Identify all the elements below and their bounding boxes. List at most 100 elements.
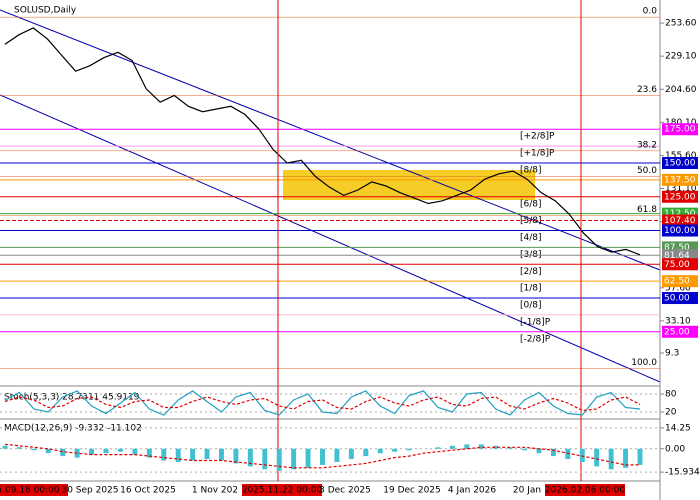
range-box bbox=[283, 170, 535, 200]
level-box-bg bbox=[662, 224, 698, 237]
y-tick-label: 253.60 bbox=[665, 19, 697, 29]
murray-label: [4/8] bbox=[520, 233, 542, 243]
level-box: 107.40 bbox=[662, 214, 698, 227]
murray-label: [1/8] bbox=[520, 284, 542, 294]
level-box: 175.00 bbox=[662, 123, 698, 136]
macd-bar bbox=[377, 448, 383, 454]
level-box: 100.00 bbox=[662, 224, 698, 237]
macd-bar bbox=[16, 447, 22, 449]
x-tick-label: 3 Dec 2025 bbox=[319, 486, 371, 496]
macd-bar bbox=[579, 448, 585, 462]
x-tick-label: 20 Jan bbox=[513, 486, 541, 496]
level-box-bg bbox=[662, 173, 698, 186]
x-tick-label: 4 Jan 2026 bbox=[448, 486, 496, 496]
x-tick-label: 1 Nov 202 bbox=[192, 486, 238, 496]
level-label: 25.00 bbox=[664, 327, 690, 337]
signal-line bbox=[4, 396, 641, 412]
level-label: 137.50 bbox=[664, 175, 696, 185]
level-box-bg bbox=[662, 214, 698, 227]
level-label: 75.00 bbox=[664, 260, 690, 270]
level-label: 50.00 bbox=[664, 294, 690, 304]
macd-bar bbox=[406, 448, 412, 451]
macd-bar bbox=[320, 448, 325, 465]
price-line bbox=[4, 27, 641, 256]
fib-label: 100.0 bbox=[631, 358, 657, 368]
macd-bar bbox=[608, 448, 614, 470]
macd-bar bbox=[175, 448, 181, 462]
fib-label: 61.8 bbox=[637, 205, 657, 215]
fib-label: 0.0 bbox=[643, 7, 658, 17]
level-box-bg bbox=[662, 258, 698, 271]
level-label: 107.40 bbox=[664, 216, 696, 226]
y-tick-label: 204.60 bbox=[665, 85, 697, 95]
macd-bar bbox=[594, 448, 600, 467]
murray-label: [0/8] bbox=[520, 301, 542, 311]
macd-bar bbox=[89, 448, 95, 455]
x-tick-label: 19 Dec 2025 bbox=[383, 486, 441, 496]
fib-label: 23.6 bbox=[637, 85, 657, 95]
x-tick-label: 5.09.18 00:00 bbox=[0, 486, 60, 496]
level-box: 137.50 bbox=[662, 173, 698, 186]
macd-bar bbox=[45, 448, 51, 454]
level-box-bg bbox=[662, 292, 698, 305]
level-box-bg bbox=[662, 123, 698, 136]
y-tick-label: 0.00 bbox=[665, 444, 685, 454]
macd-bar bbox=[204, 448, 210, 460]
channel-line bbox=[0, 94, 661, 383]
level-box-bg bbox=[662, 190, 698, 203]
x-tick-label: 2026.02.06 00:00 bbox=[545, 486, 626, 496]
signal-line bbox=[4, 443, 640, 469]
murray-label: [8/8] bbox=[520, 165, 542, 175]
macd-bar bbox=[247, 448, 253, 467]
macd-bar bbox=[132, 448, 138, 455]
level-label: 81.64 bbox=[664, 251, 690, 261]
level-box: 50.00 bbox=[662, 292, 698, 305]
level-label: 125.00 bbox=[664, 192, 696, 202]
level-box-bg bbox=[662, 156, 698, 169]
macd-bar bbox=[348, 448, 354, 460]
y-tick-label: 80 bbox=[665, 390, 677, 400]
x-label-highlight bbox=[242, 484, 322, 496]
stoch-title: Stoch(5,3,3) 28.7311 45.9119 bbox=[4, 393, 140, 403]
y-tick-label: 20 bbox=[665, 408, 677, 418]
macd-bar bbox=[449, 445, 455, 449]
murray-label: [5/8] bbox=[520, 216, 542, 226]
macd-bar bbox=[161, 448, 167, 461]
level-box: 81.64 bbox=[662, 249, 698, 262]
murray-label: [-2/8]P bbox=[520, 334, 551, 344]
level-box-bg bbox=[662, 275, 698, 288]
macd-bar bbox=[565, 448, 571, 460]
fib-label: 50.0 bbox=[637, 166, 657, 176]
level-label: 112.50 bbox=[664, 209, 696, 219]
macd-bar bbox=[31, 448, 37, 451]
level-box: 125.00 bbox=[662, 190, 698, 203]
murray-label: [2/8] bbox=[520, 267, 542, 277]
macd-bar bbox=[334, 448, 340, 462]
macd-title: MACD(12,26,9) -9.332 -11.102 bbox=[4, 424, 142, 434]
macd-bar bbox=[103, 448, 109, 454]
level-box: 150.00 bbox=[662, 156, 698, 169]
x-tick-label: 2025.11.22 00:00 bbox=[242, 486, 323, 496]
macd-bar bbox=[478, 444, 484, 449]
macd-bar bbox=[190, 448, 196, 461]
macd-bar bbox=[291, 448, 297, 470]
macd-bar bbox=[550, 448, 556, 457]
level-box-bg bbox=[662, 249, 698, 262]
y-tick-label: 33.10 bbox=[665, 316, 691, 326]
y-tick-label: 131.10 bbox=[665, 184, 697, 194]
level-box-bg bbox=[662, 325, 698, 338]
level-label: 150.00 bbox=[664, 158, 696, 168]
y-tick-label: 229.10 bbox=[665, 52, 697, 62]
macd-bar bbox=[262, 448, 268, 470]
macd-bar bbox=[464, 444, 470, 449]
main-line bbox=[4, 390, 641, 416]
macd-bar bbox=[637, 448, 643, 465]
murray-label: [-1/8]P bbox=[520, 317, 551, 327]
macd-bar bbox=[276, 448, 282, 471]
macd-bar bbox=[2, 445, 8, 449]
y-tick-label: -15.934 bbox=[665, 468, 700, 478]
macd-bar bbox=[219, 448, 224, 461]
y-tick-label: 9.3 bbox=[665, 348, 679, 358]
